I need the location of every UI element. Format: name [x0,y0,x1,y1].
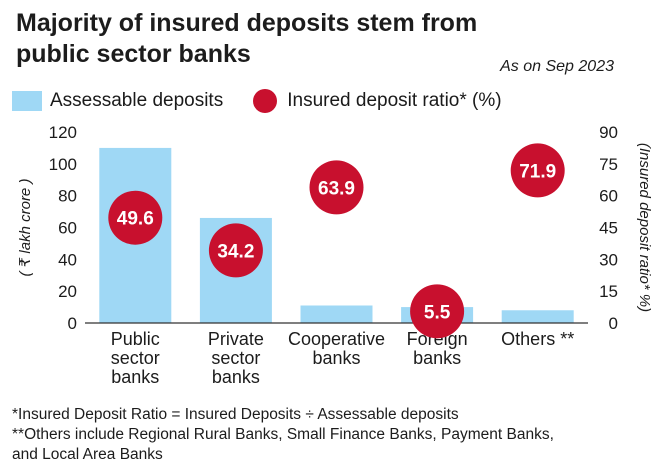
left-tick-label: 120 [49,123,77,142]
right-axis-ticks: 0 15 30 45 60 75 90 [599,123,618,333]
right-tick-label: 30 [599,250,618,269]
dot-value-label: 34.2 [217,241,254,262]
dot-insured-ratio [510,143,565,198]
left-tick-label: 60 [58,219,77,238]
dot-value-label: 71.9 [519,161,556,182]
legend-bar-label: Assessable deposits [50,90,224,111]
legend-item-assessable-deposits: Assessable deposits [12,90,223,112]
category-label: Private sector banks [208,329,264,387]
category-label-line: banks [413,348,461,368]
legend-item-insured-ratio: Insured deposit ratio* (%) [253,89,502,113]
dot-value-label: 63.9 [318,178,355,199]
right-tick-label: 45 [599,219,618,238]
left-tick-label: 20 [58,282,77,301]
left-tick-label: 0 [68,314,77,333]
left-tick-label: 80 [58,187,77,206]
chart-legend: Assessable deposits Insured deposit rati… [12,88,532,114]
dot-insured-ratio [410,284,465,339]
category-label: Others ** [501,329,574,349]
dot-insured-ratio [108,190,163,245]
category-label: Foreign banks [407,329,468,368]
category-label-line: banks [111,367,159,387]
y2-axis-label: (Insured deposit ratio* %) [636,143,653,312]
left-tick-label: 40 [58,250,77,269]
right-tick-label: 90 [599,123,618,142]
chart-title: Majority of insured deposits stem from p… [16,8,477,70]
chart-subtitle: As on Sep 2023 [500,58,614,75]
right-tick-label: 75 [599,155,618,174]
dot-insured-ratio [309,160,364,215]
dot-value-label: 5.5 [424,302,451,323]
footnotes: *Insured Deposit Ratio = Insured Deposit… [12,405,554,465]
bar-assessable-deposits [300,305,373,323]
right-tick-label: 60 [599,187,618,206]
category-label-line: banks [312,348,360,368]
category-label: Public sector banks [111,329,160,387]
right-tick-label: 0 [609,314,618,333]
ratio-series: 49.6 34.2 63.9 5.5 71.9 [108,143,565,339]
category-label-line: sector [211,348,260,368]
y-axis-label: ( ₹ lakh crore ) [17,179,34,277]
category-label-line: banks [212,367,260,387]
footnote-others-definition: **Others include Regional Rural Banks, S… [12,426,554,443]
category-label-line: sector [111,348,160,368]
category-label-line: Foreign [407,329,468,349]
dot-insured-ratio [208,223,263,278]
category-label-line: Others ** [501,329,574,349]
legend-dot-swatch [253,89,278,113]
left-axis-ticks: 0 20 40 60 80 100 120 [49,123,77,333]
footnote-others-continued: and Local Area Banks [12,446,163,463]
legend-bar-swatch [12,91,42,111]
category-label-line: Public [111,329,160,349]
category-label-line: Private [208,329,264,349]
footnote-ratio-definition: *Insured Deposit Ratio = Insured Deposit… [12,406,459,423]
chart-title-line-2: public sector banks [16,40,251,68]
category-label-line: Cooperative [288,329,385,349]
bar-assessable-deposits [501,310,574,323]
dot-value-label: 49.6 [117,209,154,230]
right-tick-label: 15 [599,282,618,301]
legend-dot-label: Insured deposit ratio* (%) [287,90,502,111]
chart-title-line-1: Majority of insured deposits stem from [16,9,478,37]
left-tick-label: 100 [49,155,77,174]
category-label: Cooperative banks [288,329,385,368]
